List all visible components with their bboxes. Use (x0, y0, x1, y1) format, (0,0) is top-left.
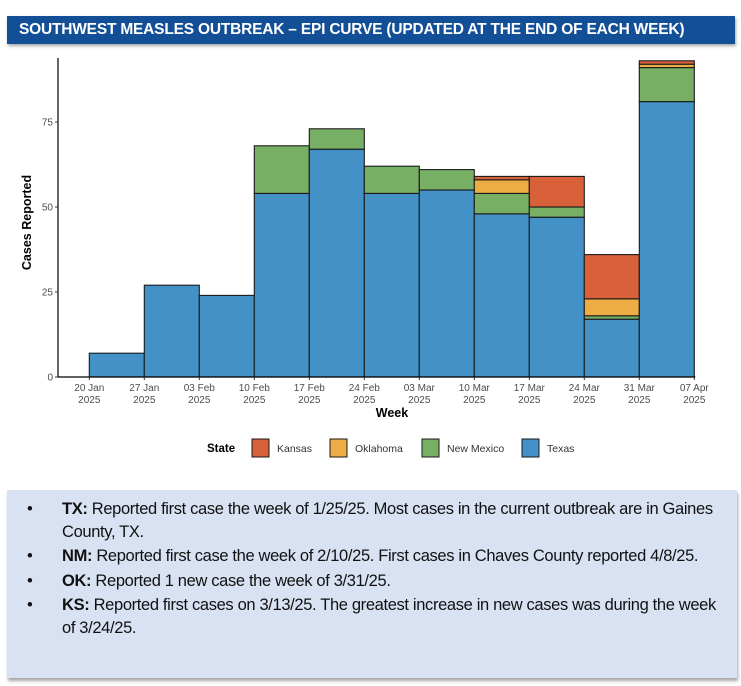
note-label: NM: (62, 547, 93, 565)
legend-swatch (421, 438, 440, 458)
x-tick-label-year: 2025 (573, 395, 596, 406)
legend-label: New Mexico (447, 443, 504, 455)
bar-segment-texas (528, 216, 585, 378)
x-tick-label: 17 Mar (514, 383, 546, 394)
bar-segment-new-mexico (473, 192, 530, 215)
bar-segment-texas (638, 101, 695, 378)
bar-segment-texas (143, 284, 200, 378)
note-text: Reported first case the week of 1/25/25.… (62, 500, 713, 541)
bar-segment-kansas (638, 60, 695, 65)
bar-segment-texas (583, 318, 640, 378)
y-tick-label: 75 (42, 118, 54, 129)
x-tick-label-year: 2025 (408, 395, 431, 406)
x-tick-label: 10 Feb (239, 383, 271, 394)
x-tick-label-year: 2025 (518, 395, 541, 406)
bar-segment-new-mexico (308, 128, 365, 150)
bar-segment-new-mexico (528, 206, 585, 218)
bar-segment-texas (88, 352, 145, 378)
bullet-icon: • (27, 500, 33, 518)
legend-item-texas: Texas (521, 438, 574, 458)
x-tick-label-year: 2025 (188, 395, 211, 406)
x-tick-label: 03 Mar (404, 383, 436, 394)
x-tick-label-year: 2025 (463, 395, 486, 406)
bar-segment-kansas (528, 175, 585, 208)
note-item-tx: • TX: Reported first case the week of 1/2… (17, 498, 717, 543)
bars-layer (88, 60, 695, 378)
bar-segment-oklahoma (473, 179, 530, 194)
x-tick-label-year: 2025 (133, 395, 156, 406)
note-label: TX: (62, 500, 88, 518)
x-tick-label: 03 Feb (184, 383, 216, 394)
legend-item-oklahoma: Oklahoma (329, 438, 403, 458)
bar-segment-new-mexico (418, 169, 475, 191)
note-item-ok: • OK: Reported 1 new case the week of 3/3… (17, 570, 717, 593)
x-tick-label: 17 Feb (294, 383, 326, 394)
bullet-icon: • (27, 596, 33, 614)
x-tick-label-year: 2025 (78, 395, 101, 406)
bar-segment-texas (418, 189, 475, 378)
x-tick-label: 31 Mar (624, 383, 656, 394)
bar-segment-kansas (583, 254, 640, 300)
notes-panel: • TX: Reported first case the week of 1/2… (7, 490, 737, 678)
note-label: KS: (62, 596, 90, 614)
bar-segment-new-mexico (363, 165, 420, 194)
x-tick-label: 20 Jan (74, 383, 104, 394)
y-tick-label: 50 (42, 203, 54, 214)
legend-item-kansas: Kansas (251, 438, 312, 458)
note-text: Reported first case the week of 2/10/25.… (92, 547, 699, 565)
x-tick-label-year: 2025 (628, 395, 651, 406)
x-tick-label-year: 2025 (298, 395, 321, 406)
legend-swatch (329, 438, 348, 458)
note-item-ks: • KS: Reported first cases on 3/13/25. Th… (17, 594, 717, 639)
bullet-icon: • (27, 571, 33, 590)
legend-title: State (207, 443, 235, 455)
legend-swatch (251, 438, 270, 458)
y-tick-label: 25 (42, 288, 54, 299)
legend-label: Texas (547, 443, 574, 455)
x-tick-label: 10 Mar (459, 383, 491, 394)
note-text: Reported 1 new case the week of 3/31/25. (91, 571, 391, 590)
bar-segment-texas (363, 192, 420, 378)
x-tick-label-year: 2025 (243, 395, 266, 406)
x-tick-label-year: 2025 (683, 395, 706, 406)
x-axis-title: Week (376, 406, 408, 420)
x-tick-label-year: 2025 (353, 395, 376, 406)
bullet-icon: • (27, 547, 33, 565)
bar-segment-oklahoma (583, 298, 640, 317)
bar-segment-new-mexico (253, 145, 310, 194)
y-axis-title: Cases Reported (20, 175, 34, 270)
bar-segment-kansas (473, 175, 530, 181)
bar-segment-texas (198, 294, 255, 378)
x-tick-label: 07 Apr (680, 383, 710, 394)
bar-segment-texas (473, 213, 530, 378)
legend-swatch (521, 438, 540, 458)
notes-list: • TX: Reported first case the week of 1/2… (17, 498, 717, 639)
note-label: OK: (62, 571, 92, 590)
legend: State Kansas Oklahoma New Mexico Texas (207, 438, 574, 458)
legend-label: Oklahoma (355, 443, 403, 455)
x-tick-label: 27 Jan (129, 383, 159, 394)
bar-segment-texas (308, 148, 365, 378)
legend-item-new-mexico: New Mexico (421, 438, 504, 458)
x-tick-label: 24 Mar (569, 383, 601, 394)
y-ticks: 0 25 50 75 (42, 118, 58, 384)
bar-segment-texas (253, 192, 310, 378)
page-title: SOUTHWEST MEASLES OUTBREAK – EPI CURVE (… (7, 16, 735, 44)
legend-label: Kansas (277, 443, 312, 455)
y-tick-label: 0 (47, 373, 53, 384)
note-text: Reported first cases on 3/13/25. The gre… (62, 596, 716, 637)
bar-segment-new-mexico (638, 67, 695, 103)
note-item-nm: • NM: Reported first case the week of 2/1… (17, 545, 717, 568)
x-tick-label: 24 Feb (349, 383, 381, 394)
